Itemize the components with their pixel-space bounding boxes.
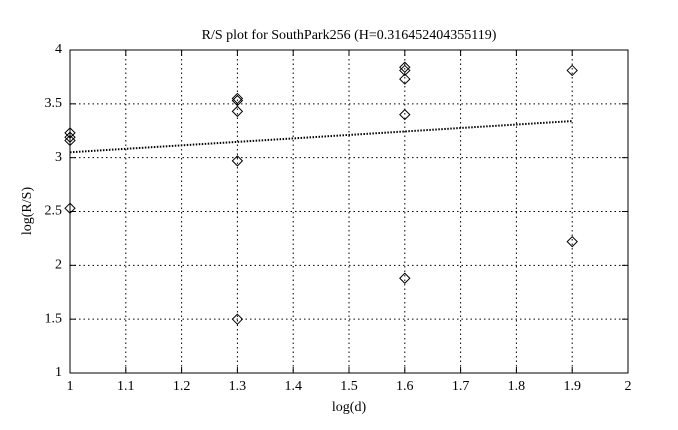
y-tick-label: 3.5 bbox=[45, 96, 63, 111]
x-tick-label: 1.2 bbox=[173, 379, 191, 394]
y-axis-label: log(R/S) bbox=[20, 187, 35, 236]
marker bbox=[231, 92, 244, 105]
y-tick-label: 1 bbox=[55, 365, 62, 380]
marker bbox=[399, 64, 411, 77]
chart-title: R/S plot for SouthPark256 (H=0.316452404… bbox=[202, 28, 497, 43]
y-tick-label: 3 bbox=[55, 150, 62, 165]
marker bbox=[399, 73, 411, 85]
plot-frame bbox=[69, 49, 629, 374]
x-tick-label: 1.4 bbox=[284, 379, 302, 394]
x-tick-label: 1.1 bbox=[117, 379, 135, 394]
marker bbox=[231, 105, 244, 118]
marker bbox=[399, 61, 411, 73]
marker bbox=[64, 202, 76, 214]
marker bbox=[231, 155, 244, 167]
y-tick-label: 2 bbox=[55, 258, 62, 273]
marker bbox=[64, 134, 76, 147]
x-tick-label: 1.7 bbox=[452, 379, 470, 394]
x-tick-label: 2 bbox=[625, 379, 632, 394]
y-tick-label: 2.5 bbox=[45, 204, 63, 219]
x-tick-label: 1.3 bbox=[229, 379, 247, 394]
y-tick-label: 4 bbox=[55, 42, 62, 57]
marker bbox=[231, 94, 244, 107]
x-tick-label: 1.5 bbox=[340, 379, 358, 394]
x-tick-label: 1 bbox=[67, 379, 74, 394]
marker bbox=[64, 131, 76, 143]
x-tick-label: 1.6 bbox=[396, 379, 414, 394]
x-tick-label: 1.8 bbox=[508, 379, 526, 394]
marker bbox=[231, 313, 244, 325]
marker bbox=[399, 272, 411, 284]
x-axis-label: log(d) bbox=[332, 400, 367, 415]
marker bbox=[399, 108, 411, 121]
marker bbox=[566, 64, 578, 77]
marker bbox=[64, 127, 76, 139]
y-tick-label: 1.5 bbox=[45, 311, 63, 326]
x-tick-label: 1.9 bbox=[563, 379, 581, 394]
marker bbox=[566, 235, 578, 248]
